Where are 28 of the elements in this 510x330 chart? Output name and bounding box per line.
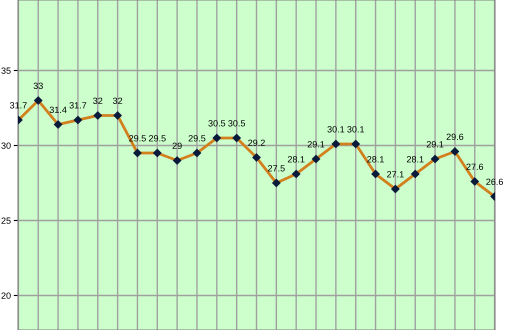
data-label: 26.6 — [486, 178, 503, 185]
data-label: 28.1 — [406, 156, 424, 162]
data-label: 31.7 — [10, 102, 27, 108]
data-label: 30.5 — [228, 120, 246, 126]
data-label: 30.5 — [208, 120, 226, 126]
data-label: 32 — [112, 98, 122, 104]
data-label: 29.5 — [188, 135, 206, 142]
data-label: 29.5 — [148, 135, 166, 142]
data-label: 28.1 — [367, 156, 384, 162]
data-label: 31.7 — [69, 102, 86, 108]
data-label: 27.1 — [387, 171, 404, 178]
data-label: 27.6 — [466, 164, 484, 170]
data-label: 29.6 — [446, 134, 464, 140]
data-label: 29.1 — [308, 141, 324, 148]
data-label: 29.2 — [248, 140, 265, 146]
y-tick-label: 20 — [1, 292, 11, 299]
y-tick-label: 30 — [1, 142, 11, 149]
data-label: 28.1 — [288, 156, 305, 162]
data-label: 32 — [93, 98, 102, 104]
data-label: 30.1 — [347, 126, 364, 132]
data-label: 29 — [172, 142, 182, 149]
y-tick-label: 25 — [1, 217, 11, 224]
data-label: 31.4 — [50, 106, 67, 113]
data-label: 29.1 — [426, 141, 444, 148]
data-label: 27.5 — [268, 165, 285, 172]
data-label: 30.1 — [327, 126, 344, 132]
data-label: 33 — [34, 82, 43, 89]
y-tick-label: 35 — [1, 67, 11, 74]
